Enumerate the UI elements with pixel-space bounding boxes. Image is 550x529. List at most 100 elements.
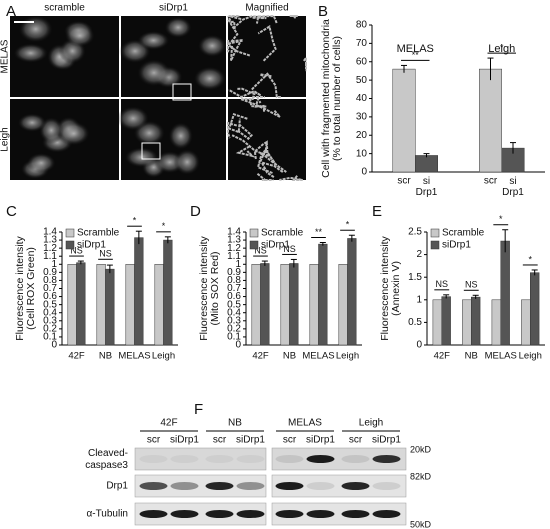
y-tick-label: 0.8 [227,275,241,286]
y-tick-label: 0.5 [227,299,241,310]
x-tick-label: NB [465,351,478,362]
significance: ** [315,227,323,237]
y-axis-label: (Cell ROX Green) [25,247,37,330]
band [139,482,168,490]
blot-strip [134,502,267,526]
cell [17,113,47,133]
inset-box [141,142,161,160]
cell [168,121,194,150]
cell [136,30,170,51]
blot-strip [271,474,407,498]
band [139,455,168,463]
lane-label: scr [213,435,227,446]
blot-row-label: Cleaved-caspase3 [85,448,128,471]
bar [471,296,481,346]
band [372,482,401,490]
mitochondria [237,123,254,141]
band [372,455,401,463]
lane-label: siDrp1 [306,435,335,446]
mitochondria [251,73,273,91]
bar [491,299,501,346]
y-tick-label: 0.8 [43,275,57,286]
band [170,510,199,518]
mitochondria [230,39,243,62]
y-tick-label: 0.6 [43,291,57,302]
y-axis-label: Fluorescence intensity [379,236,391,341]
y-tick-label: 1.5 [408,272,422,283]
cell [136,58,172,87]
micrograph [227,96,306,181]
significance: * [499,214,503,224]
band [275,455,304,463]
bar [521,299,531,346]
mitochondria [240,98,281,118]
micrograph [116,99,226,180]
cell [116,105,150,131]
lane-label: scr [283,435,297,446]
legend-label: Scramble [261,228,304,239]
y-tick-label: 0.2 [227,323,241,334]
bar [105,268,115,346]
y-tick-label: 10 [356,148,368,159]
bar [260,263,270,346]
y-axis-label: (Mito SOX Red) [209,251,221,325]
group-label: MELAS [288,418,322,429]
significance: NS [465,280,478,290]
y-tick-label: 2 [416,249,422,260]
mitochondria [237,87,265,98]
y-axis-label: Cell with fragmented mitochondria [320,19,332,178]
significance: NS [70,245,83,255]
band [236,455,265,463]
y-tick-label: 0.3 [43,315,57,326]
bar [347,238,357,346]
legend-swatch [249,228,259,238]
mitochondria [279,175,303,181]
y-tick-label: 1.1 [43,251,57,262]
panel-label: B [318,3,328,20]
lane-label: scr [147,435,161,446]
y-tick-label: 0.5 [43,299,57,310]
legend-swatch [430,240,440,250]
y-tick-label: 30 [356,112,368,123]
bar [251,264,261,346]
cell [164,16,193,39]
micrograph [10,15,119,97]
y-tick-label: 0 [235,340,241,351]
x-tick-label: MELAS [302,351,334,362]
y-tick-label: 1.4 [43,227,57,238]
y-tick-label: 0.7 [227,283,241,294]
band [341,510,370,518]
marker-label: 50kD [410,519,432,529]
significance: * [133,216,137,226]
column-label: scramble [44,3,85,14]
mitochondria [256,149,273,174]
y-tick-label: 70 [356,38,368,49]
x-tick-label: MELAS [118,351,150,362]
x-tick-label: NB [283,351,296,362]
group-label: NB [228,418,242,429]
y-tick-label: 0.9 [43,267,57,278]
blot-strip [134,474,267,498]
bar-label: si Drp1 [416,176,438,198]
column-label: siDrp1 [159,3,188,14]
mitochondria [256,172,274,181]
y-tick-label: 0.3 [227,315,241,326]
legend-swatch [65,240,75,250]
lane-label: siDrp1 [372,435,401,446]
x-tick-label: Leigh [336,351,359,362]
mitochondria [227,18,251,57]
inset-box [172,83,192,101]
group-label: MELAS [397,43,434,55]
significance: NS [435,279,448,289]
y-tick-label: 1.4 [227,227,241,238]
mitochondria [257,25,277,62]
panel-label: A [6,3,16,20]
western-blot [134,447,407,526]
bar [318,243,328,346]
column-label: Magnified [245,3,288,14]
y-tick-label: 0 [416,340,422,351]
mitochondria [235,145,256,158]
mitochondria [261,149,287,173]
panel-label: F [194,401,203,418]
cell [57,121,91,146]
